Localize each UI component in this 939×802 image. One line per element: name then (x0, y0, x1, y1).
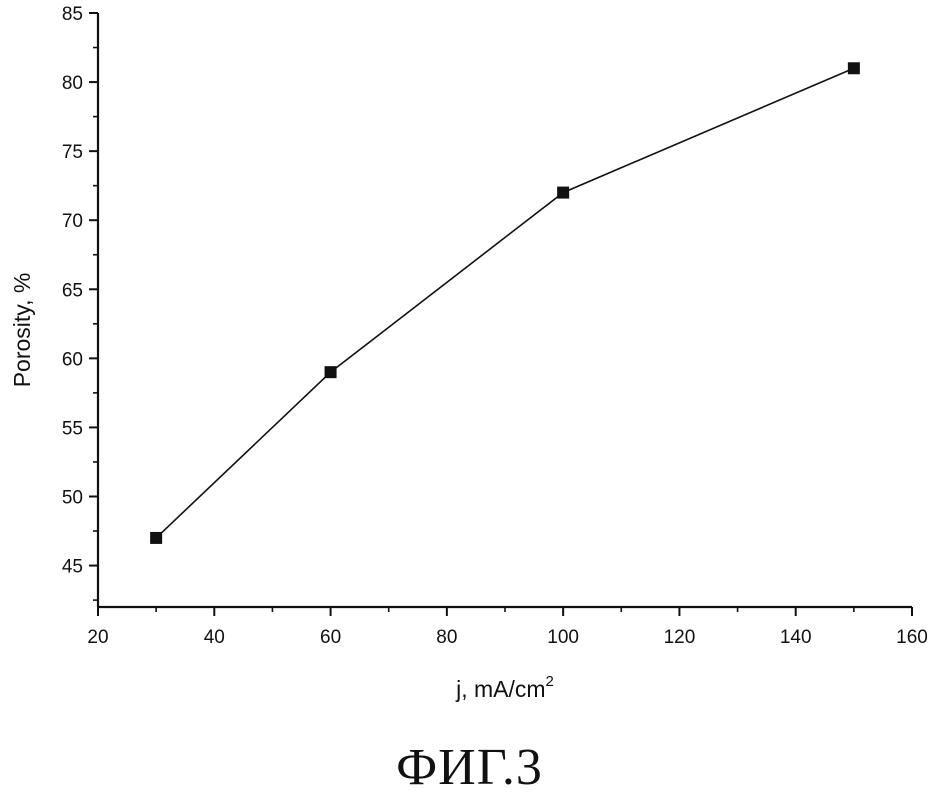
data-series (151, 63, 860, 544)
x-tick-label: 100 (547, 627, 579, 648)
y-tick-label: 55 (62, 418, 83, 439)
tick-marks (89, 13, 912, 616)
x-axis-label-superscript: 2 (546, 673, 554, 690)
y-tick-label: 80 (62, 73, 83, 94)
tick-labels: 20 40 60 80 100 120 140 160 45 50 55 60 65 70 75 80 85 (62, 4, 928, 648)
data-point-marker (848, 63, 859, 74)
y-tick-label: 60 (62, 349, 83, 370)
x-axis-label-main: j, mA/cm (455, 676, 545, 702)
series-line (156, 68, 854, 538)
y-tick-label: 50 (62, 487, 83, 508)
y-tick-label: 85 (62, 4, 83, 25)
axes (98, 13, 912, 607)
y-tick-label: 65 (62, 280, 83, 301)
x-tick-label: 60 (320, 627, 341, 648)
x-tick-label: 140 (780, 627, 812, 648)
y-axis-label: Porosity, % (9, 273, 35, 388)
x-tick-label: 80 (436, 627, 457, 648)
x-tick-label: 120 (664, 627, 696, 648)
x-tick-label: 20 (87, 627, 108, 648)
y-tick-label: 75 (62, 142, 83, 163)
x-tick-label: 160 (896, 627, 928, 648)
x-tick-label: 40 (204, 627, 225, 648)
data-point-marker (151, 532, 162, 543)
y-tick-label: 70 (62, 211, 83, 232)
data-point-marker (558, 187, 569, 198)
y-tick-label: 45 (62, 557, 83, 578)
figure-caption: ФИГ.3 (0, 742, 939, 794)
data-point-marker (325, 367, 336, 378)
x-axis-label: j, mA/cm2 (455, 673, 554, 702)
